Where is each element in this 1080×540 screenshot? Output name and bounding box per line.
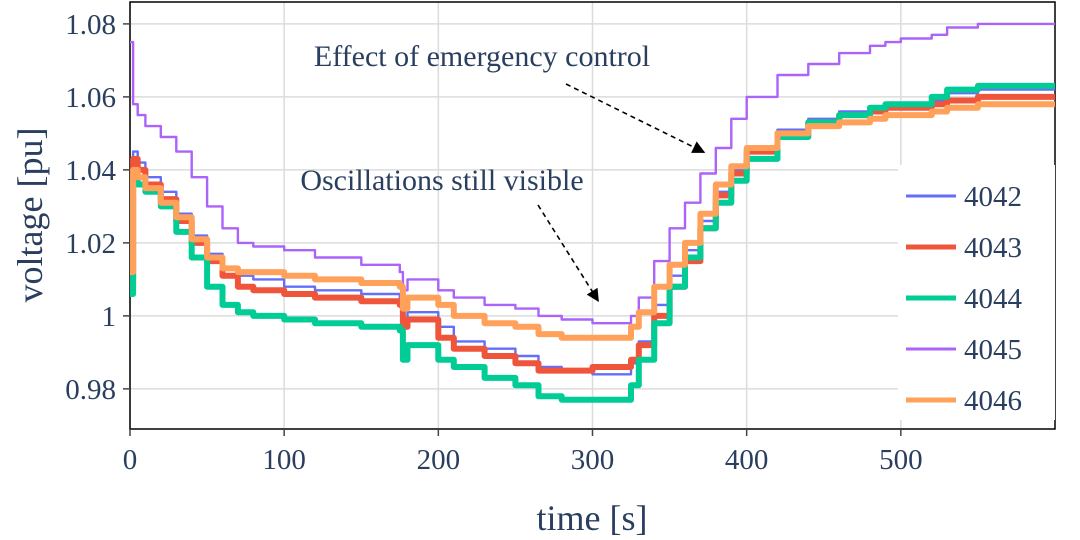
x-tick-label: 400: [725, 444, 769, 476]
annotation-oscillations-arrow: [537, 204, 599, 302]
x-tick-label: 500: [879, 444, 923, 476]
x-ticks: 0 100 200 300 400 500: [123, 429, 923, 476]
annotation-oscillations: Oscillations still visible: [300, 164, 599, 302]
y-tick-label: 1.04: [65, 155, 116, 187]
series-line-4046: [130, 101, 1055, 341]
y-tick-label: 1.02: [65, 228, 116, 260]
x-tick-label: 300: [571, 444, 615, 476]
series-line-4045: [130, 22, 1055, 325]
legend-label-4045: 4045: [964, 334, 1022, 366]
x-tick-label: 100: [262, 444, 306, 476]
x-tick-label: 200: [417, 444, 461, 476]
legend-label-4044: 4044: [964, 283, 1023, 315]
y-tick-label: 1: [102, 301, 117, 333]
y-ticks: 0.98 1 1.02 1.04 1.06 1.08: [65, 9, 130, 406]
y-tick-label: 1.06: [65, 82, 116, 114]
annotation-emergency-text: Effect of emergency control: [314, 40, 650, 73]
series-layer: [130, 22, 1055, 403]
annotation-emergency-arrow: [565, 83, 706, 153]
y-axis-title: voltage [pu]: [10, 128, 50, 303]
annotation-oscillations-text: Oscillations still visible: [300, 164, 583, 197]
y-tick-label: 0.98: [65, 374, 116, 406]
legend-label-4043: 4043: [964, 232, 1022, 264]
x-axis-title: time [s]: [537, 498, 648, 538]
legend: 4042 4043 4044 4045 4046: [898, 165, 1055, 420]
annotation-emergency: Effect of emergency control: [314, 40, 706, 153]
legend-label-4046: 4046: [964, 385, 1022, 417]
x-tick-label: 0: [123, 444, 138, 476]
legend-box: [898, 165, 1055, 420]
legend-label-4042: 4042: [964, 181, 1022, 213]
y-tick-label: 1.08: [65, 9, 116, 41]
